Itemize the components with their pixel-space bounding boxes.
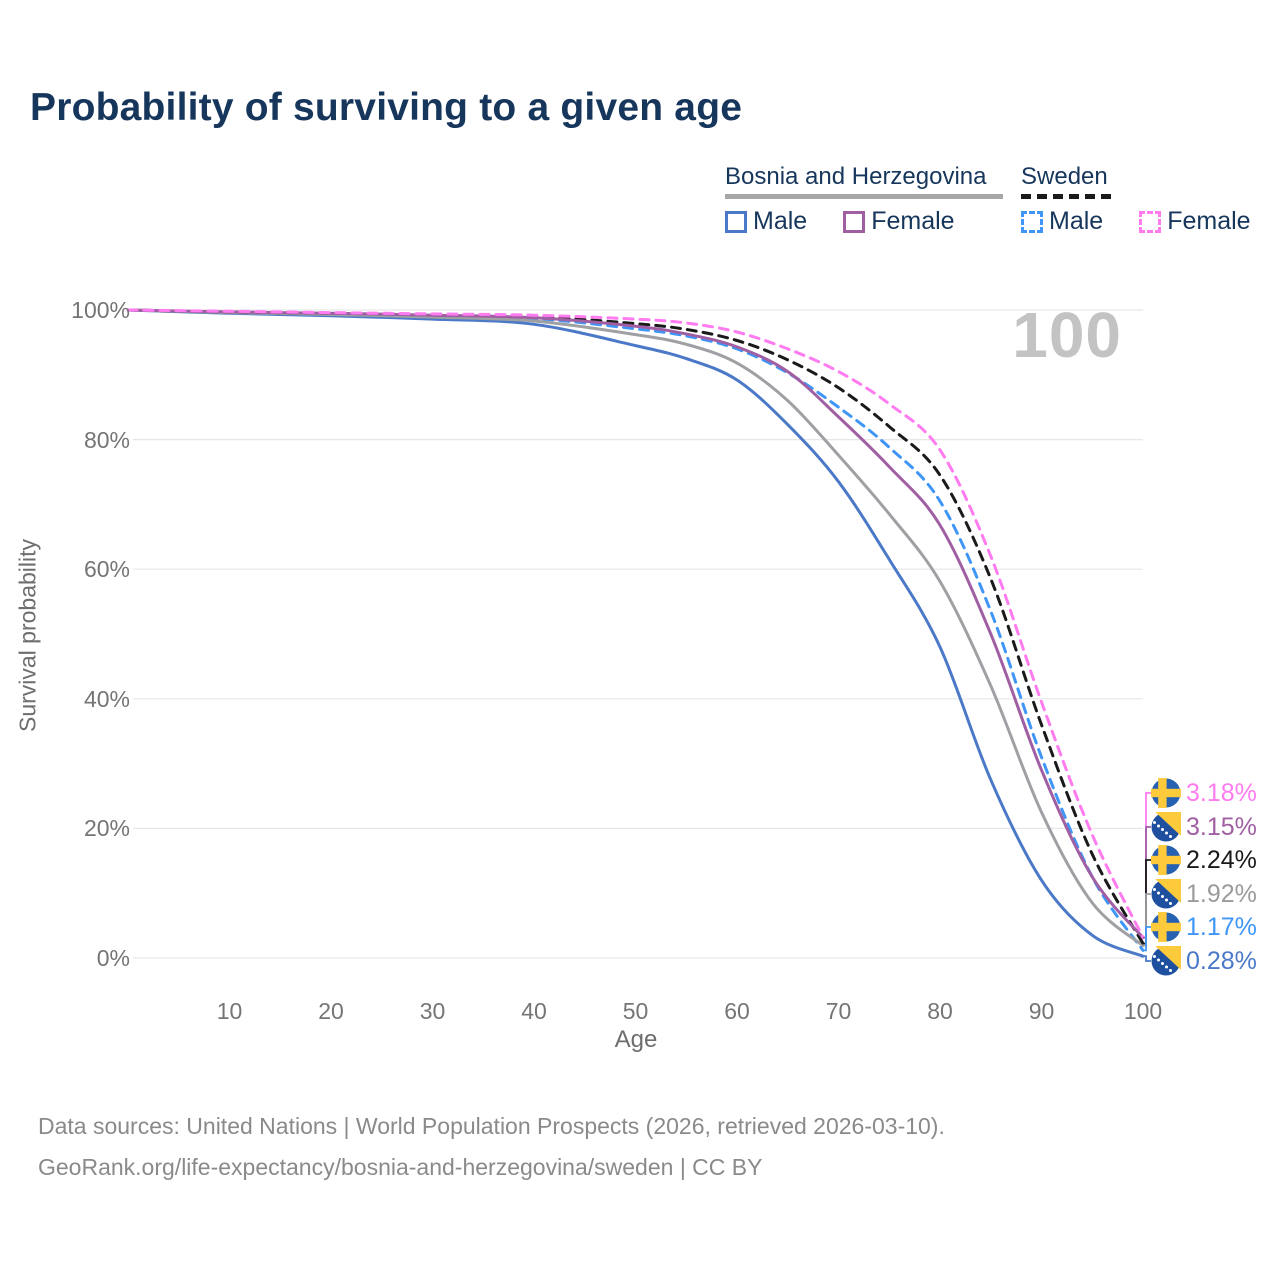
bosnia-flag-icon bbox=[1151, 812, 1181, 842]
curve-sweden-both-sexes[interactable] bbox=[126, 308, 1145, 945]
legend-item-bosnia-male[interactable]: Male bbox=[725, 207, 807, 236]
curve-sweden-female[interactable] bbox=[126, 308, 1145, 939]
x-tick-20: 20 bbox=[318, 998, 344, 1024]
legend-group-bosnia: Bosnia and Herzegovina Male Female bbox=[725, 163, 1003, 236]
page-title: Probability of surviving to a given age bbox=[30, 86, 743, 129]
legend-item-bosnia-female[interactable]: Female bbox=[843, 207, 955, 236]
end-connector-3.18% bbox=[1143, 792, 1151, 939]
x-tick-60: 60 bbox=[724, 998, 750, 1024]
legend-label-sweden-male: Male bbox=[1049, 207, 1104, 235]
end-value-label: 0.28% bbox=[1186, 946, 1257, 975]
curve-bosnia-and-herzegovina-both-sexes[interactable] bbox=[126, 308, 1145, 948]
legend-item-sweden-male[interactable]: Male bbox=[1021, 207, 1103, 236]
legend-group-sweden: Sweden Male Female bbox=[1021, 163, 1279, 236]
legend-label-bosnia-male: Male bbox=[753, 207, 808, 235]
end-label-row-sweden-male[interactable]: 1.17% bbox=[1151, 910, 1257, 944]
legend-swatch-bosnia-male[interactable] bbox=[725, 210, 747, 233]
hover-age-watermark: 100 bbox=[1012, 299, 1122, 371]
legend-label-sweden-female: Female bbox=[1167, 207, 1251, 235]
source-url-line: GeoRank.org/life-expectancy/bosnia-and-h… bbox=[38, 1153, 763, 1180]
x-tick-40: 40 bbox=[521, 998, 547, 1024]
end-label-row-bosnia-and-herzegovina-male[interactable]: 0.28% bbox=[1151, 944, 1257, 978]
end-connector-1.17% bbox=[1143, 926, 1151, 952]
y-tick-20%: 20% bbox=[83, 815, 130, 842]
end-label-row-sweden-both-sexes[interactable]: 2.24% bbox=[1151, 843, 1257, 877]
y-tick-100%: 100% bbox=[71, 297, 130, 323]
x-tick-10: 10 bbox=[216, 998, 243, 1024]
end-label-row-bosnia-and-herzegovina-female[interactable]: 3.15% bbox=[1151, 810, 1257, 844]
legend-swatch-bosnia-female[interactable] bbox=[843, 210, 866, 233]
x-tick-100: 100 bbox=[1123, 998, 1163, 1024]
y-tick-60%: 60% bbox=[83, 556, 130, 583]
y-tick-80%: 80% bbox=[83, 426, 130, 453]
x-tick-30: 30 bbox=[419, 998, 446, 1024]
legend-swatch-sweden-male[interactable] bbox=[1021, 210, 1043, 233]
end-connector-2.24% bbox=[1143, 859, 1151, 945]
footer-sources: Data sources: United Nations | World Pop… bbox=[38, 1106, 1238, 1188]
x-tick-90: 90 bbox=[1028, 998, 1055, 1024]
legend-group-bosnia-underline bbox=[725, 194, 1003, 199]
curve-bosnia-and-herzegovina-female[interactable] bbox=[126, 308, 1145, 940]
y-tick-40%: 40% bbox=[83, 685, 130, 712]
legend-group-sweden-title: Sweden bbox=[1021, 163, 1108, 190]
bosnia-flag-icon bbox=[1151, 879, 1181, 909]
sweden-flag-icon bbox=[1151, 845, 1181, 875]
data-sources-line: Data sources: United Nations | World Pop… bbox=[38, 1113, 945, 1139]
legend-swatch-sweden-female[interactable] bbox=[1139, 210, 1162, 233]
end-value-label: 1.92% bbox=[1186, 879, 1257, 908]
end-connector-1.92% bbox=[1143, 893, 1151, 947]
legend-group-sweden-underline bbox=[1021, 194, 1111, 199]
x-axis-title: Age bbox=[614, 1026, 658, 1053]
y-tick-0%: 0% bbox=[96, 945, 130, 971]
legend-item-sweden-female[interactable]: Female bbox=[1139, 207, 1251, 236]
end-connector-0.28% bbox=[1143, 955, 1151, 962]
legend-label-bosnia-female: Female bbox=[871, 207, 955, 235]
end-value-label: 3.18% bbox=[1186, 778, 1257, 807]
legend-group-bosnia-title: Bosnia and Herzegovina bbox=[725, 163, 987, 190]
end-value-label: 1.17% bbox=[1186, 912, 1257, 941]
end-label-row-sweden-female[interactable]: 3.18% bbox=[1151, 776, 1257, 810]
end-value-label: 3.15% bbox=[1186, 812, 1257, 841]
end-connector-3.15% bbox=[1143, 826, 1151, 939]
end-value-label: 2.24% bbox=[1186, 845, 1257, 874]
bosnia-flag-icon bbox=[1151, 946, 1181, 976]
x-tick-80: 80 bbox=[927, 998, 953, 1024]
x-tick-70: 70 bbox=[825, 998, 852, 1024]
sweden-flag-icon bbox=[1151, 778, 1181, 808]
end-label-row-bosnia-and-herzegovina-both-sexes[interactable]: 1.92% bbox=[1151, 877, 1257, 911]
sweden-flag-icon bbox=[1151, 912, 1181, 942]
x-tick-50: 50 bbox=[622, 998, 649, 1024]
